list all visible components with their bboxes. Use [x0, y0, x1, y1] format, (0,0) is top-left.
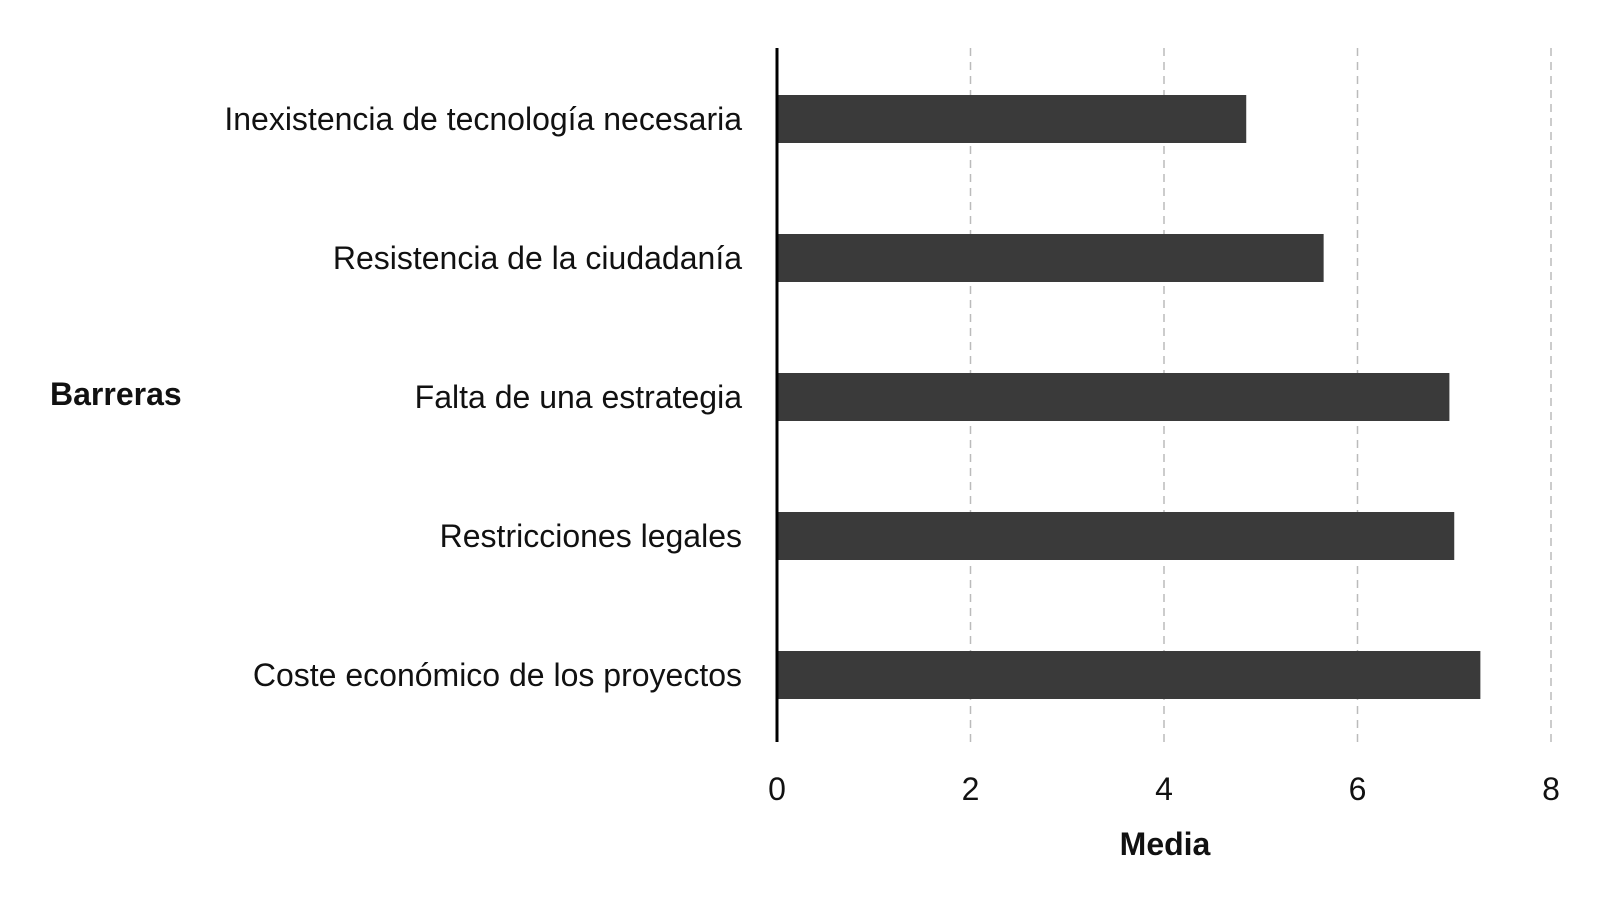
gridlines: [969, 48, 1552, 742]
bar: [777, 512, 1455, 560]
x-tick-label: 8: [1542, 771, 1560, 807]
x-tick-label: 2: [962, 771, 980, 807]
x-axis-title: Media: [1120, 826, 1211, 862]
category-label: Restricciones legales: [440, 518, 742, 554]
x-tick-labels: 0 2 4 6 8: [768, 771, 1560, 807]
category-label: Resistencia de la ciudadanía: [333, 240, 742, 276]
category-label: Inexistencia de tecnología necesaria: [224, 101, 742, 137]
bars: [777, 95, 1481, 699]
category-labels: Inexistencia de tecnología necesaria Resi…: [224, 101, 742, 693]
x-tick-label: 0: [768, 771, 786, 807]
bar: [777, 651, 1481, 699]
bar: [777, 373, 1450, 421]
category-label: Coste económico de los proyectos: [253, 657, 742, 693]
x-tick-label: 6: [1349, 771, 1367, 807]
category-label: Falta de una estrategia: [415, 379, 743, 415]
bar: [777, 234, 1324, 282]
bar: [777, 95, 1247, 143]
x-tick-label: 4: [1155, 771, 1173, 807]
y-axis-title: Barreras: [50, 376, 182, 412]
